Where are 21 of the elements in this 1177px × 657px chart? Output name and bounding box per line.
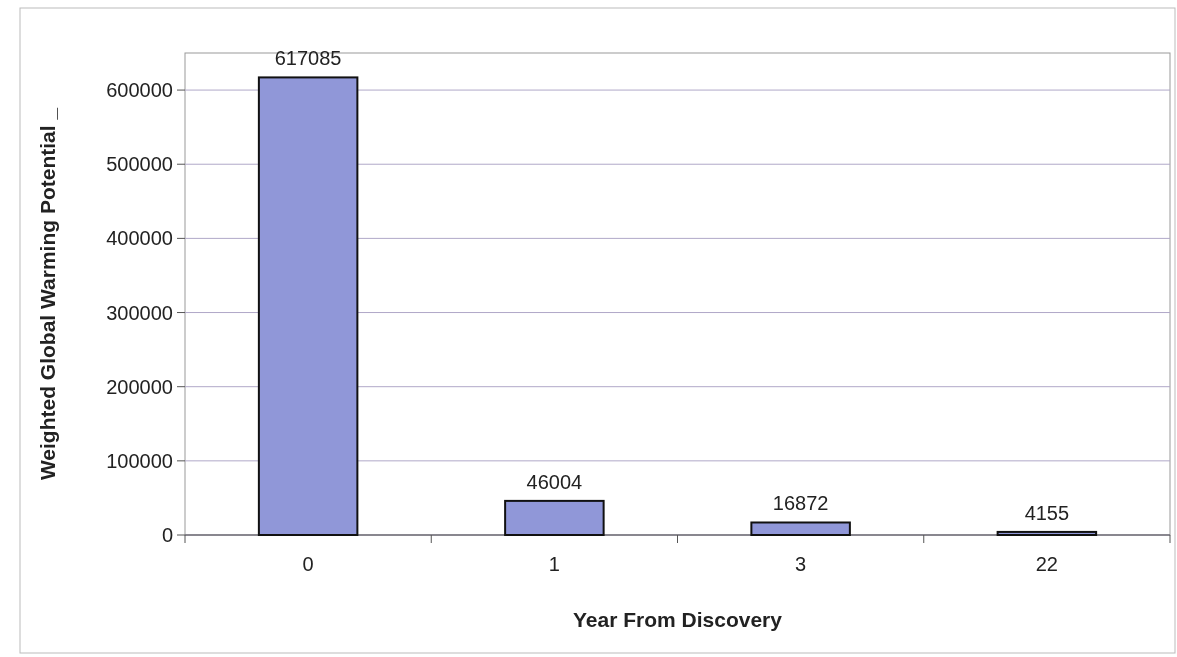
data-label: 46004 [526, 470, 583, 493]
y-axis-title: Weighted Global Warming Potential _ [36, 107, 59, 481]
y-tick-label: 400000 [106, 227, 173, 250]
y-tick-label: 200000 [106, 375, 173, 398]
data-label: 4155 [1024, 501, 1070, 524]
x-tick-label: 22 [1035, 553, 1058, 575]
x-tick-label: 1 [548, 553, 560, 575]
y-tick-label: 100000 [106, 449, 173, 472]
bar [504, 499, 605, 536]
bar [257, 76, 359, 536]
bar [750, 521, 851, 536]
x-tick-label: 3 [795, 553, 807, 575]
y-tick-label: 0 [161, 524, 173, 546]
y-tick-label: 600000 [106, 79, 173, 102]
y-tick-label: 500000 [106, 153, 173, 176]
x-axis-title: Year From Discovery [573, 608, 783, 631]
y-tick-label: 300000 [106, 301, 173, 324]
x-tick-label: 0 [302, 553, 314, 575]
data-label: 16872 [772, 492, 829, 515]
data-label: 617085 [274, 47, 342, 70]
bar [996, 530, 1098, 536]
